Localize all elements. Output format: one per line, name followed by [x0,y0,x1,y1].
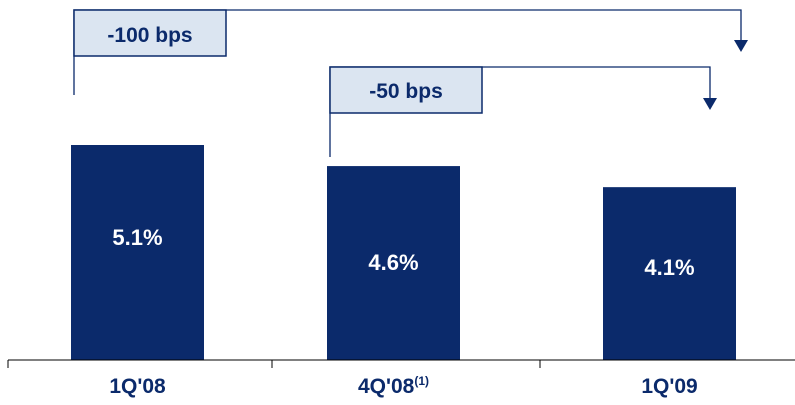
bar-value-label: 4.6% [368,250,418,275]
bar [71,145,204,360]
callout-label: -50 bps [369,80,443,103]
bar [603,187,736,360]
category-labels: 1Q'08 4Q'08(1) 1Q'09 [109,374,697,398]
bps-change-annotation: -100 bps [73,9,748,95]
callout-label: -100 bps [107,24,192,47]
footnote-superscript: (1) [414,374,429,388]
bar [327,166,460,360]
bps-change-annotation: -50 bps [329,66,717,157]
arrow-down-icon [734,40,748,52]
category-label: 1Q'08 [109,375,166,398]
callout-box [329,66,483,114]
change-annotations: -100 bps -50 bps [73,9,748,157]
category-label: 4Q'08(1) [358,374,429,398]
callout-box [73,9,227,57]
arrow-down-icon [703,98,717,110]
category-label: 1Q'09 [641,375,697,398]
bar-value-label: 5.1% [112,225,162,250]
x-axis-ticks [7,360,541,368]
bar-value-label: 4.1% [644,255,694,280]
bars: 5.1% 4.6% 4.1% [71,145,736,360]
